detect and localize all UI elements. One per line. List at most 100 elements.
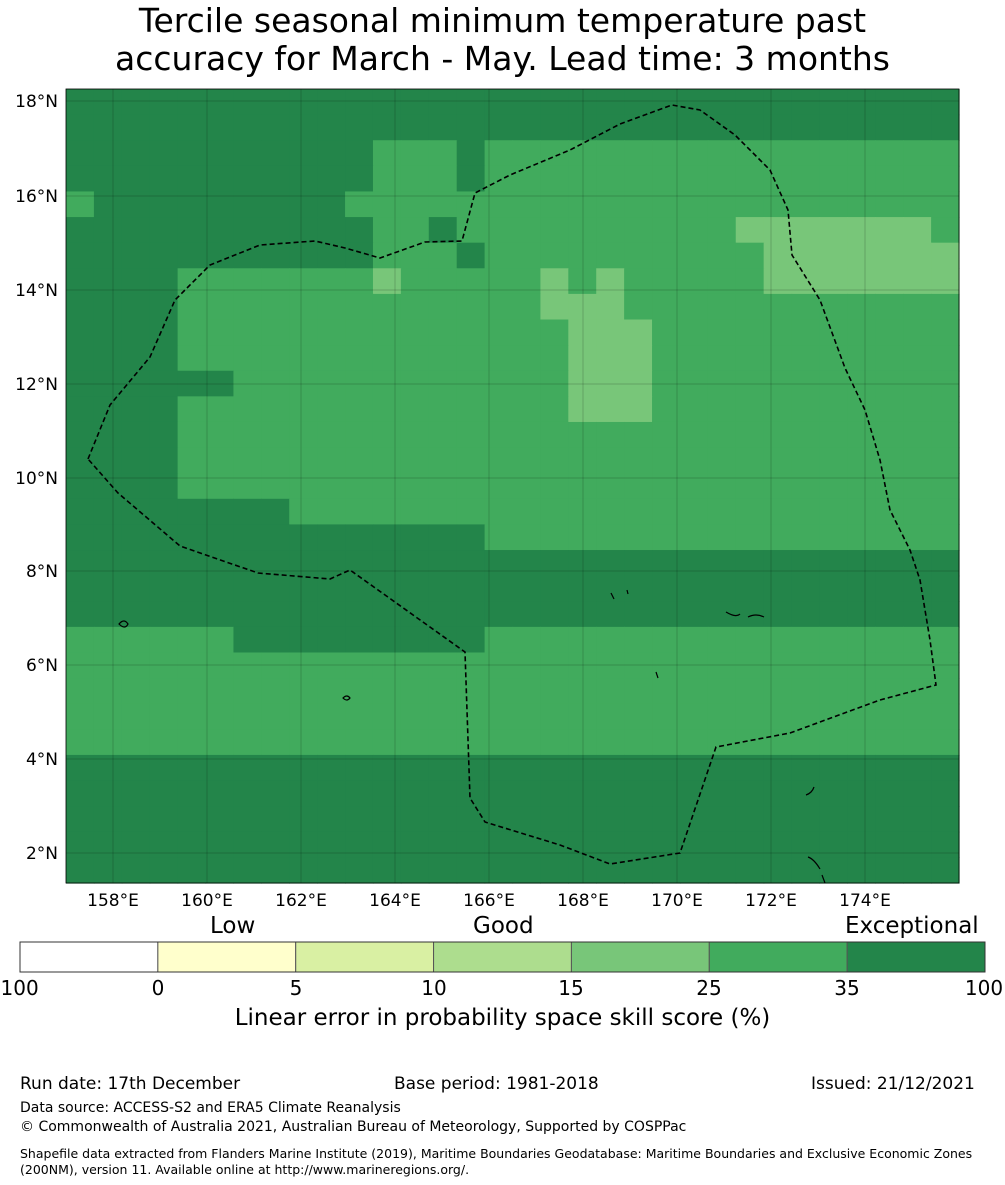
- skill-cell: [289, 524, 318, 551]
- skill-cell: [149, 780, 179, 807]
- skill-cell: [931, 242, 960, 269]
- category-good: Good: [473, 913, 534, 939]
- skill-cell: [177, 114, 207, 141]
- skill-cell: [233, 831, 262, 858]
- skill-cell: [819, 89, 848, 116]
- skill-cell: [596, 370, 625, 397]
- skill-cell: [289, 806, 318, 833]
- skill-cell: [791, 524, 821, 551]
- skill-cell: [903, 652, 932, 679]
- skill-cell: [289, 857, 318, 884]
- skill-cell: [875, 831, 904, 858]
- skill-cell: [428, 268, 458, 295]
- skill-cell: [289, 165, 318, 193]
- skill-cell: [456, 626, 486, 654]
- skill-cell: [596, 191, 625, 218]
- skill-cell: [456, 114, 486, 141]
- skill-cell: [484, 754, 514, 782]
- skill-cell: [177, 575, 207, 602]
- skill-cell: [540, 140, 569, 167]
- skill-cell: [456, 140, 486, 167]
- skill-cell: [428, 703, 458, 730]
- skill-cell: [707, 729, 737, 756]
- skill-cell: [624, 268, 653, 295]
- skill-cell: [763, 550, 793, 577]
- skill-cell: [428, 550, 458, 577]
- skill-cell: [233, 217, 262, 244]
- skill-cell: [903, 140, 932, 167]
- skill-cell: [624, 498, 653, 526]
- skill-cell: [428, 754, 458, 782]
- skill-cell: [512, 89, 542, 116]
- copyright: © Commonwealth of Australia 2021, Austra…: [20, 1119, 687, 1135]
- skill-cell: [484, 242, 514, 269]
- skill-cell: [205, 293, 235, 321]
- skill-cell: [205, 191, 235, 218]
- skill-cell: [484, 140, 514, 167]
- skill-cell: [568, 268, 597, 295]
- skill-cell: [456, 421, 486, 449]
- skill-cell: [791, 626, 821, 654]
- skill-cell: [205, 140, 235, 167]
- longitude-tick-label: 158°E: [87, 891, 139, 911]
- skill-cell: [205, 678, 235, 705]
- skill-cell: [707, 370, 737, 397]
- skill-cell: [847, 780, 876, 807]
- skill-cell: [93, 421, 123, 449]
- skill-cell: [317, 575, 346, 602]
- skill-cell: [624, 191, 653, 218]
- skill-cell: [484, 678, 514, 705]
- skill-cell: [735, 754, 765, 782]
- skill-cell: [847, 89, 876, 116]
- skill-cell: [875, 421, 904, 449]
- skill-cell: [261, 191, 290, 218]
- skill-cell: [931, 370, 960, 397]
- skill-cell: [931, 293, 960, 321]
- skill-cell: [289, 370, 318, 397]
- skill-cell: [177, 370, 207, 397]
- colorbar-segment: [295, 941, 435, 973]
- skill-cell: [289, 242, 318, 269]
- skill-cell: [345, 293, 374, 321]
- skill-cell: [233, 319, 262, 346]
- skill-cell: [428, 780, 458, 807]
- skill-cell: [372, 89, 402, 116]
- skill-cell: [205, 754, 235, 782]
- skill-cell: [763, 575, 793, 602]
- skill-cell: [177, 89, 207, 116]
- skill-cell: [903, 447, 932, 474]
- skill-cell: [624, 396, 653, 423]
- skill-cell: [819, 550, 848, 577]
- skill-cell: [624, 293, 653, 321]
- skill-cell: [624, 703, 653, 730]
- skill-cell: [819, 754, 848, 782]
- skill-cell: [177, 396, 207, 423]
- skill-cell: [121, 114, 151, 141]
- skill-cell: [596, 396, 625, 423]
- skill-cell: [735, 678, 765, 705]
- skill-cell: [205, 89, 235, 116]
- skill-cell: [735, 217, 765, 244]
- skill-cell: [66, 217, 95, 244]
- skill-cell: [875, 703, 904, 730]
- skill-cell: [93, 524, 123, 551]
- skill-cell: [791, 831, 821, 858]
- skill-cell: [456, 396, 486, 423]
- skill-cell: [540, 319, 569, 346]
- skill-cell: [400, 140, 430, 167]
- skill-cell: [317, 293, 346, 321]
- skill-cell: [596, 217, 625, 244]
- skill-cell: [484, 524, 514, 551]
- skill-cell: [512, 421, 542, 449]
- skill-cell: [289, 626, 318, 654]
- skill-cell: [93, 165, 123, 193]
- skill-cell: [372, 293, 402, 321]
- skill-cell: [233, 345, 262, 372]
- skill-cell: [540, 524, 569, 551]
- skill-cell: [372, 319, 402, 346]
- skill-cell: [456, 191, 486, 218]
- skill-cell: [875, 370, 904, 397]
- skill-cell: [121, 678, 151, 705]
- skill-cell: [512, 319, 542, 346]
- skill-cell: [791, 114, 821, 141]
